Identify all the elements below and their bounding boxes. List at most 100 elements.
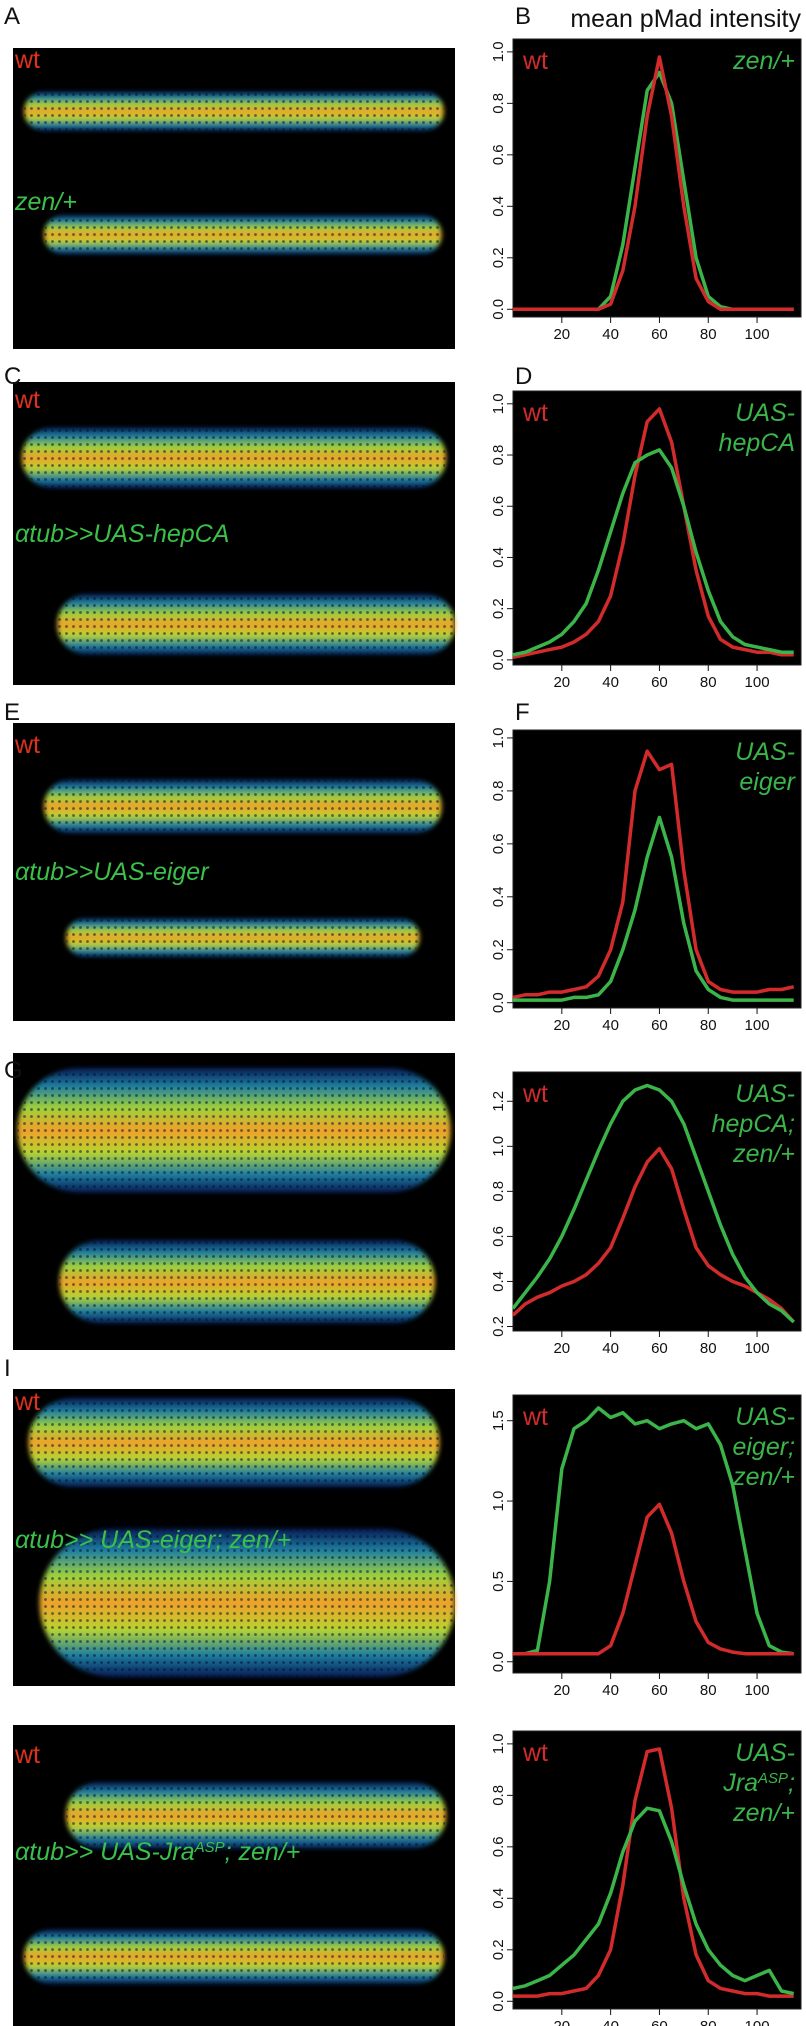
legend-entry: hepCA xyxy=(719,429,795,457)
label-part: ; zen/+ xyxy=(225,1838,301,1866)
x-tick-label: 40 xyxy=(602,2018,619,2026)
label-part: αtub>>UAS-hepCA xyxy=(15,520,229,548)
legend-entry: wt xyxy=(522,1080,548,1108)
y-tick-label: 0.4 xyxy=(490,196,507,217)
wt-label: wt xyxy=(14,46,40,74)
label-part: UAS- xyxy=(735,1739,795,1767)
legend-entry: hepCA; xyxy=(712,1110,795,1138)
plot-area xyxy=(512,729,802,1009)
label-part: αtub>> UAS-Jra xyxy=(15,1838,195,1866)
legend-entry: eiger; xyxy=(732,1433,795,1461)
y-tick-label: 0.0 xyxy=(490,992,507,1013)
legend-entry: zen/+ xyxy=(732,1140,795,1168)
label-part: hepCA xyxy=(719,429,795,457)
y-tick-label: 0.0 xyxy=(490,649,507,670)
y-tick-label: 1.0 xyxy=(490,41,507,62)
plot-area xyxy=(512,1730,802,2010)
y-tick-label: 0.4 xyxy=(490,1271,507,1292)
x-tick-label: 60 xyxy=(651,1017,668,1034)
series-line xyxy=(513,1747,794,1998)
legend-entry: zen/+ xyxy=(732,47,795,75)
x-tick-label: 40 xyxy=(602,1017,619,1034)
legend-entry: wt xyxy=(522,1739,548,1767)
legend-entry: eiger xyxy=(739,768,796,796)
x-tick-label: 60 xyxy=(651,674,668,691)
plot-area xyxy=(512,1394,802,1674)
y-tick-label: 0.8 xyxy=(490,1181,507,1202)
x-tick-label: 20 xyxy=(553,2018,570,2026)
panel-letter: G xyxy=(4,1057,23,1084)
label-part: αtub>> UAS-eiger; zen/+ xyxy=(15,1526,291,1554)
series-line xyxy=(513,55,794,312)
y-tick-label: 0.4 xyxy=(490,886,507,907)
label-part: wt xyxy=(522,399,548,427)
legend-entry: zen/+ xyxy=(732,1799,795,1827)
wt-label: wt xyxy=(14,1741,40,1769)
embryo-cells xyxy=(66,918,420,957)
label-part: zen/+ xyxy=(732,1463,795,1491)
y-tick-label: 0.0 xyxy=(490,1991,507,2012)
series-line xyxy=(512,407,794,660)
series-line xyxy=(512,448,794,657)
panel-letter: D xyxy=(515,363,532,390)
label-part: zen/+ xyxy=(732,1140,795,1168)
label-part: zen/+ xyxy=(14,188,77,216)
embryo-cells xyxy=(57,594,455,655)
x-tick-label: 100 xyxy=(745,1682,770,1699)
y-tick-label: 0.8 xyxy=(490,93,507,114)
series-line xyxy=(512,1806,795,1996)
label-part: zen/+ xyxy=(732,47,795,75)
embryo-cells xyxy=(24,1929,444,1984)
y-tick-label: 1.5 xyxy=(490,1410,507,1431)
chart-title: mean pMad intensity xyxy=(570,5,801,33)
genotype-label: αtub>> UAS-eiger; zen/+ xyxy=(15,1526,291,1554)
y-tick-label: 1.0 xyxy=(490,728,507,749)
label-part: UAS- xyxy=(735,399,795,427)
label-part: wt xyxy=(522,1080,548,1108)
embryo-cells xyxy=(21,427,447,489)
y-tick-label: 0.6 xyxy=(490,144,507,165)
x-tick-label: 100 xyxy=(745,2018,770,2026)
label-part: hepCA; xyxy=(712,1110,795,1138)
y-tick-label: 0.2 xyxy=(490,1939,507,1960)
x-tick-label: 20 xyxy=(553,1340,570,1357)
x-tick-label: 20 xyxy=(553,674,570,691)
legend-entry: wt xyxy=(522,47,548,75)
label-part: wt xyxy=(522,1403,548,1431)
genotype-label: αtub>>UAS-eiger xyxy=(15,858,210,886)
y-tick-label: 0.8 xyxy=(490,445,507,466)
plot-area xyxy=(512,38,802,318)
x-tick-label: 40 xyxy=(602,674,619,691)
label-part: αtub>>UAS-eiger xyxy=(15,858,210,886)
panel-letter: F xyxy=(515,699,530,726)
legend-entry: UAS- xyxy=(735,1080,795,1108)
label-part: zen/+ xyxy=(732,1799,795,1827)
micrograph xyxy=(13,723,455,1021)
legend-entry: UAS- xyxy=(735,1739,795,1767)
label-part: UAS- xyxy=(735,1403,795,1431)
embryo-cells xyxy=(43,779,442,834)
legend-entry: zen/+ xyxy=(732,1463,795,1491)
embryo-cells xyxy=(39,1528,456,1678)
legend-entry: wt xyxy=(522,1403,548,1431)
genotype-label: αtub>>UAS-hepCA xyxy=(15,520,229,548)
embryo-cells xyxy=(24,91,444,131)
y-tick-label: 0.4 xyxy=(490,1888,507,1909)
x-tick-label: 80 xyxy=(700,326,717,343)
x-tick-label: 60 xyxy=(651,326,668,343)
y-tick-label: 0.6 xyxy=(490,1836,507,1857)
x-tick-label: 100 xyxy=(745,1017,770,1034)
y-tick-label: 0.6 xyxy=(490,833,507,854)
y-tick-label: 0.8 xyxy=(490,1785,507,1806)
y-tick-label: 0.0 xyxy=(490,1651,507,1672)
panel-letter: I xyxy=(4,1355,11,1382)
y-tick-label: 0.6 xyxy=(490,1226,507,1247)
x-tick-label: 40 xyxy=(602,326,619,343)
label-part: UAS- xyxy=(735,1080,795,1108)
series-line xyxy=(513,1406,794,1656)
label-part: ASP xyxy=(194,1839,225,1856)
x-tick-label: 20 xyxy=(553,326,570,343)
y-tick-label: 0.4 xyxy=(490,547,507,568)
